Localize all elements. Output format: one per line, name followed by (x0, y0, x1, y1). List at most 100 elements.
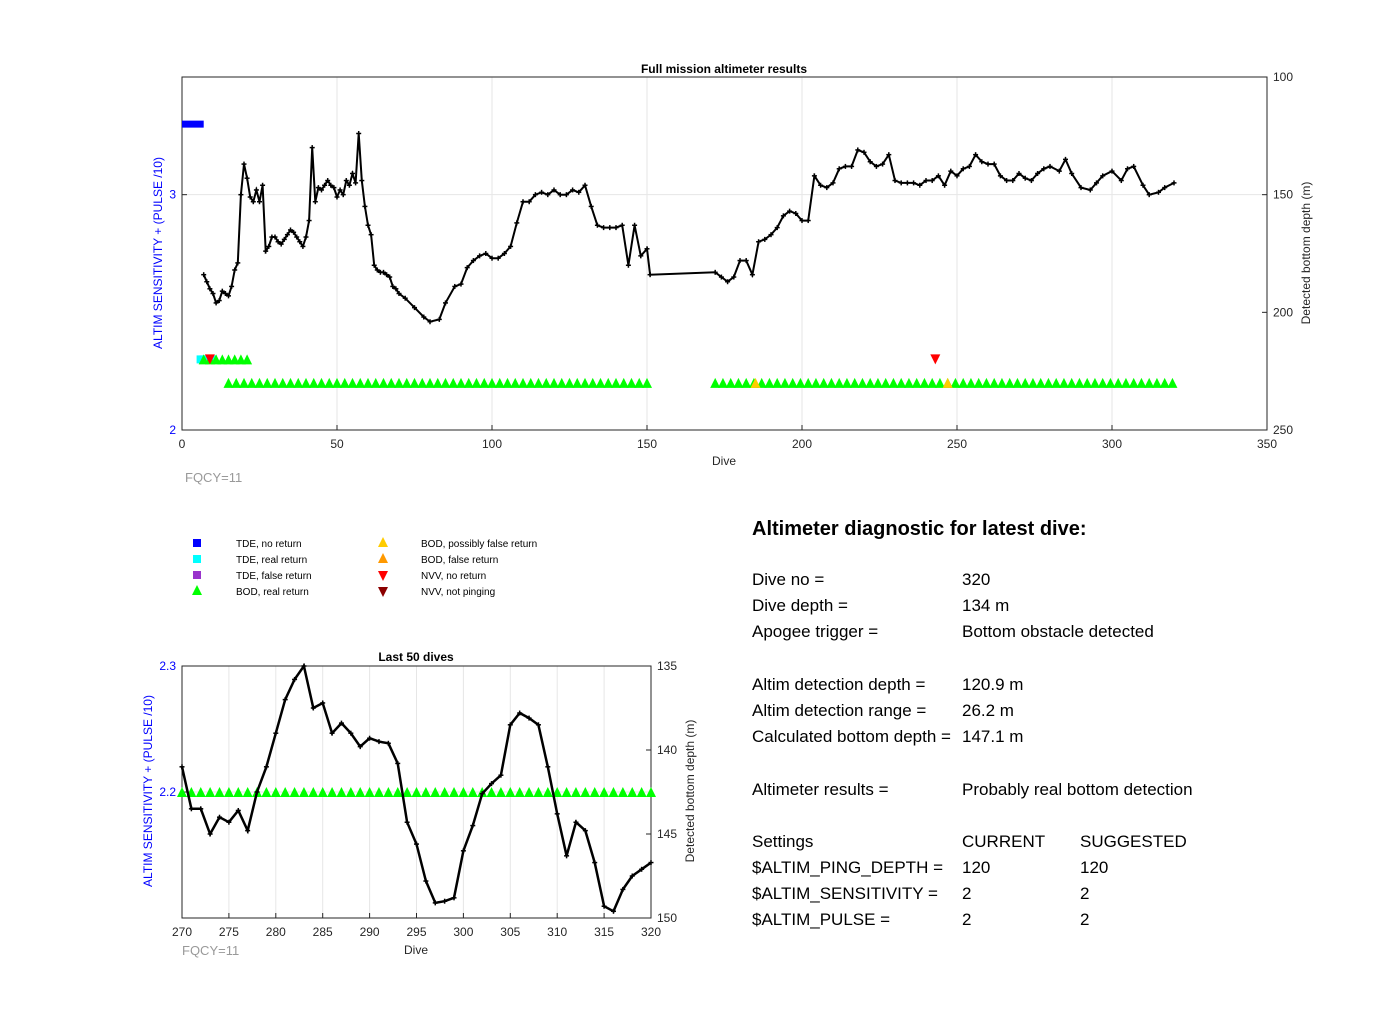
marker-group (204, 354, 941, 365)
bottom-depth-point (294, 234, 300, 240)
bottom-depth-point (573, 819, 579, 825)
bottom-depth-point (329, 730, 335, 736)
x-tick-label: 275 (219, 925, 239, 939)
x-tick-label: 150 (637, 437, 657, 451)
top-chart-title: Full mission altimeter results (641, 62, 807, 76)
y-tick-label-right: 150 (657, 911, 677, 925)
bottom-depth-point (367, 735, 373, 741)
bod-marker (505, 787, 516, 797)
bottom-depth-point (532, 192, 538, 198)
bottom-depth-point (647, 272, 653, 278)
bottom-depth-point (629, 873, 635, 879)
top-y-axis-label-left: ALTIM SENSITIVITY + (PULSE /10) (151, 157, 165, 349)
bottom-depth-point (250, 199, 256, 205)
bottom-depth-point (1118, 178, 1124, 184)
bod-marker (1113, 377, 1124, 388)
bod-marker (308, 787, 319, 797)
bottom-depth-point (451, 895, 457, 901)
bottom-depth-point (576, 189, 582, 195)
bottom-depth-point (207, 831, 213, 837)
bod-marker (989, 377, 1000, 388)
bottom-depth-point (787, 208, 793, 214)
bottom-depth-point (235, 260, 241, 266)
bottom-depth-point (886, 152, 892, 158)
bottom-depth-point (427, 319, 433, 325)
y-tick-label-right: 135 (657, 659, 677, 673)
bod-marker (336, 787, 347, 797)
bod-marker (440, 377, 451, 388)
bod-marker (316, 377, 327, 388)
bod-marker (409, 377, 420, 388)
bottom-depth-point (1131, 163, 1137, 169)
dive-depth-label: Dive depth = (752, 596, 848, 616)
bottom-depth-point (1028, 178, 1034, 184)
x-tick-label: 300 (453, 925, 473, 939)
bottom-depth-point (1171, 180, 1177, 186)
detection-depth-label: Altim detection depth = (752, 674, 926, 694)
bottom-depth-point (390, 283, 396, 289)
bod-marker (514, 787, 525, 797)
bod-marker (570, 787, 581, 797)
legend-item-bod-false-return: BOD, false return (378, 553, 498, 566)
y-tick-label-right: 145 (657, 827, 677, 841)
dive-no-row: Dive no = 320 (752, 567, 1372, 593)
x-tick-label: 270 (172, 925, 192, 939)
bod-marker (911, 377, 922, 388)
sensitivity-label: $ALTIM_SENSITIVITY = (752, 884, 938, 904)
bottom-depth-point (284, 232, 290, 238)
bottom-series (177, 662, 656, 914)
bod-marker (177, 787, 187, 797)
bod-marker (223, 787, 234, 797)
bottom-depth-point (904, 180, 910, 186)
bod-marker (541, 377, 552, 388)
bod-marker (525, 377, 536, 388)
bottom-depth-point (564, 853, 570, 859)
marker-group (223, 377, 652, 388)
bottom-depth-point (1047, 163, 1053, 169)
dive-depth-row: Dive depth = 134 m (752, 593, 1372, 619)
bottom-depth-point (911, 180, 917, 186)
bottom-depth-point (479, 791, 485, 797)
bod-marker (502, 377, 513, 388)
bottom-depth-point (588, 203, 594, 209)
bottom-depth-point (442, 898, 448, 904)
bottom-depth-point (526, 715, 532, 721)
bottom-depth-point (396, 291, 402, 297)
bod-marker (1004, 377, 1015, 388)
apogee-value: Bottom obstacle detected (962, 622, 1154, 642)
bottom-depth-point (1041, 166, 1047, 172)
bod-marker (262, 377, 273, 388)
bottom-depth-point (1146, 192, 1152, 198)
bod-marker (1097, 377, 1108, 388)
bottom-depth-point (811, 173, 817, 179)
calculated-depth-value: 147.1 m (962, 727, 1024, 747)
apogee-row: Apogee trigger = Bottom obstacle detecte… (752, 619, 1372, 645)
legend-label: NVV, no return (421, 571, 486, 582)
bod-marker (872, 377, 883, 388)
bottom-depth-point (346, 182, 352, 188)
bottom-depth-point (300, 243, 306, 249)
bod-marker (603, 377, 614, 388)
bottom-depth-point (423, 878, 429, 884)
bottom-depth-point (387, 274, 393, 280)
bod-marker (277, 377, 288, 388)
bod-marker (518, 377, 528, 388)
bottom-depth-point (402, 295, 408, 301)
bottom-depth-point (315, 185, 321, 191)
square-marker-icon (193, 555, 201, 563)
bottom-depth-point (278, 241, 284, 247)
bottom-depth-point (320, 700, 326, 706)
bottom-depth-point (991, 161, 997, 167)
bod-marker (580, 377, 590, 388)
bod-marker (779, 377, 790, 388)
ping-depth-row: $ALTIM_PING_DEPTH = 120 120 (752, 855, 1372, 881)
bottom-depth-point (498, 772, 504, 778)
bottom-depth-point (942, 182, 948, 188)
bottom-depth-point (731, 274, 737, 280)
legend-item-bod-possibly-false: BOD, possibly false return (378, 537, 537, 550)
bottom-depth-point (244, 175, 250, 181)
bod-marker (841, 377, 852, 388)
bottom-depth-point (359, 178, 365, 184)
y-tick-label-right: 250 (1273, 423, 1293, 437)
bod-marker (417, 377, 428, 388)
